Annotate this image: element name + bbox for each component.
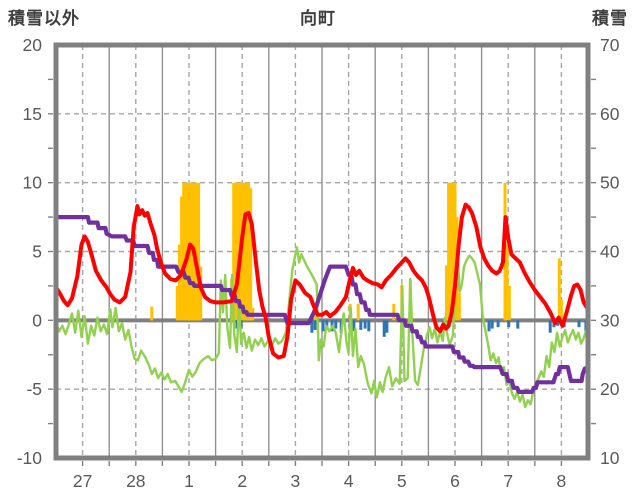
orange-precipitation-bars xyxy=(445,265,448,321)
orange-precipitation-bars xyxy=(242,182,246,321)
orange-precipitation-bars xyxy=(184,182,188,321)
plot-border xyxy=(53,42,591,461)
orange-precipitation-bars xyxy=(199,266,203,321)
orange-precipitation-bars xyxy=(236,182,240,321)
right-axis-tick-label: 30 xyxy=(600,310,620,330)
orange-precipitation-bars xyxy=(447,182,451,321)
blue-snowfall-bars xyxy=(490,320,494,329)
x-axis-day-label: 6 xyxy=(450,471,460,491)
blue-snowfall-bars xyxy=(516,320,520,329)
blue-snowfall-bars xyxy=(313,320,317,330)
blue-snowfall-bars xyxy=(385,320,389,333)
orange-precipitation-bars xyxy=(234,182,238,321)
blue-snowfall-bars xyxy=(487,320,491,332)
orange-precipitation-bars xyxy=(451,182,455,321)
orange-precipitation-bars xyxy=(150,306,154,321)
orange-precipitation-bars xyxy=(457,292,461,321)
blue-snowfall-bars xyxy=(359,320,363,330)
left-axis-tick-label: -5 xyxy=(26,379,42,399)
x-axis-day-label: 7 xyxy=(503,471,513,491)
blue-snowfall-bars xyxy=(507,320,511,328)
right-axis-tick-label: 10 xyxy=(600,448,620,468)
orange-precipitation-bars xyxy=(505,244,509,321)
left-axis-tick-label: 0 xyxy=(32,310,42,330)
right-axis-tick-label: 40 xyxy=(600,242,620,262)
right-axis-tick-label: 20 xyxy=(600,379,620,399)
left-axis-tick-label: 15 xyxy=(23,104,42,124)
blue-snowfall-bars xyxy=(325,320,329,329)
blue-snowfall-bars xyxy=(556,320,560,326)
orange-precipitation-bars xyxy=(245,182,248,321)
orange-precipitation-bars xyxy=(247,182,251,321)
orange-precipitation-bars xyxy=(177,244,181,321)
blue-snowfall-bars xyxy=(367,320,371,332)
blue-snowfall-bars xyxy=(352,320,356,332)
blue-snowfall-bars xyxy=(548,320,552,333)
blue-snowfall-bars xyxy=(321,320,325,332)
x-axis-day-label: 3 xyxy=(291,471,301,491)
x-axis-day-label: 2 xyxy=(237,471,247,491)
blue-snowfall-bars xyxy=(382,320,386,337)
x-axis-day-label: 1 xyxy=(184,471,194,491)
right-axis-title: 積雪 xyxy=(592,9,628,28)
orange-precipitation-bars xyxy=(232,182,236,321)
right-axis-tick-label: 60 xyxy=(600,104,620,124)
left-axis-tick-label: 10 xyxy=(23,173,43,193)
red-temperature xyxy=(54,202,590,360)
x-axis-day-label: 28 xyxy=(126,471,145,491)
orange-precipitation-bars xyxy=(182,182,186,321)
chart-title: 向町 xyxy=(300,9,336,28)
orange-precipitation-bars xyxy=(557,258,561,321)
left-axis-tick-label: 20 xyxy=(23,35,43,55)
right-axis-tick-label: 70 xyxy=(600,35,620,55)
x-axis-day-label: 8 xyxy=(557,471,567,491)
orange-precipitation-bars xyxy=(453,182,457,321)
blue-snowfall-bars xyxy=(577,320,581,328)
orange-precipitation-bars xyxy=(175,285,179,321)
x-axis-day-label: 5 xyxy=(397,471,407,491)
orange-precipitation-bars xyxy=(449,182,453,321)
orange-precipitation-bars xyxy=(180,196,184,321)
blue-snowfall-bars xyxy=(310,320,314,333)
right-axis-tick-label: 50 xyxy=(600,173,620,193)
orange-precipitation-bars xyxy=(507,285,511,321)
blue-snowfall-bars xyxy=(496,320,500,328)
left-axis-title: 積雪以外 xyxy=(8,9,80,28)
green-temperature xyxy=(54,246,590,409)
orange-precipitation-bars xyxy=(194,182,198,321)
orange-precipitation-bars xyxy=(559,299,563,321)
x-axis-day-label: 27 xyxy=(73,471,92,491)
blue-snowfall-bars xyxy=(334,320,338,329)
x-axis-day-label: 4 xyxy=(344,471,354,491)
purple-snow-depth xyxy=(53,215,591,394)
orange-precipitation-bars xyxy=(392,303,396,321)
orange-precipitation-bars xyxy=(249,188,253,321)
left-axis-tick-label: -10 xyxy=(17,448,43,468)
orange-precipitation-bars xyxy=(197,182,201,321)
blue-snowfall-bars xyxy=(363,320,367,329)
left-axis-tick-label: 5 xyxy=(32,242,42,262)
orange-precipitation-bars xyxy=(356,303,360,321)
